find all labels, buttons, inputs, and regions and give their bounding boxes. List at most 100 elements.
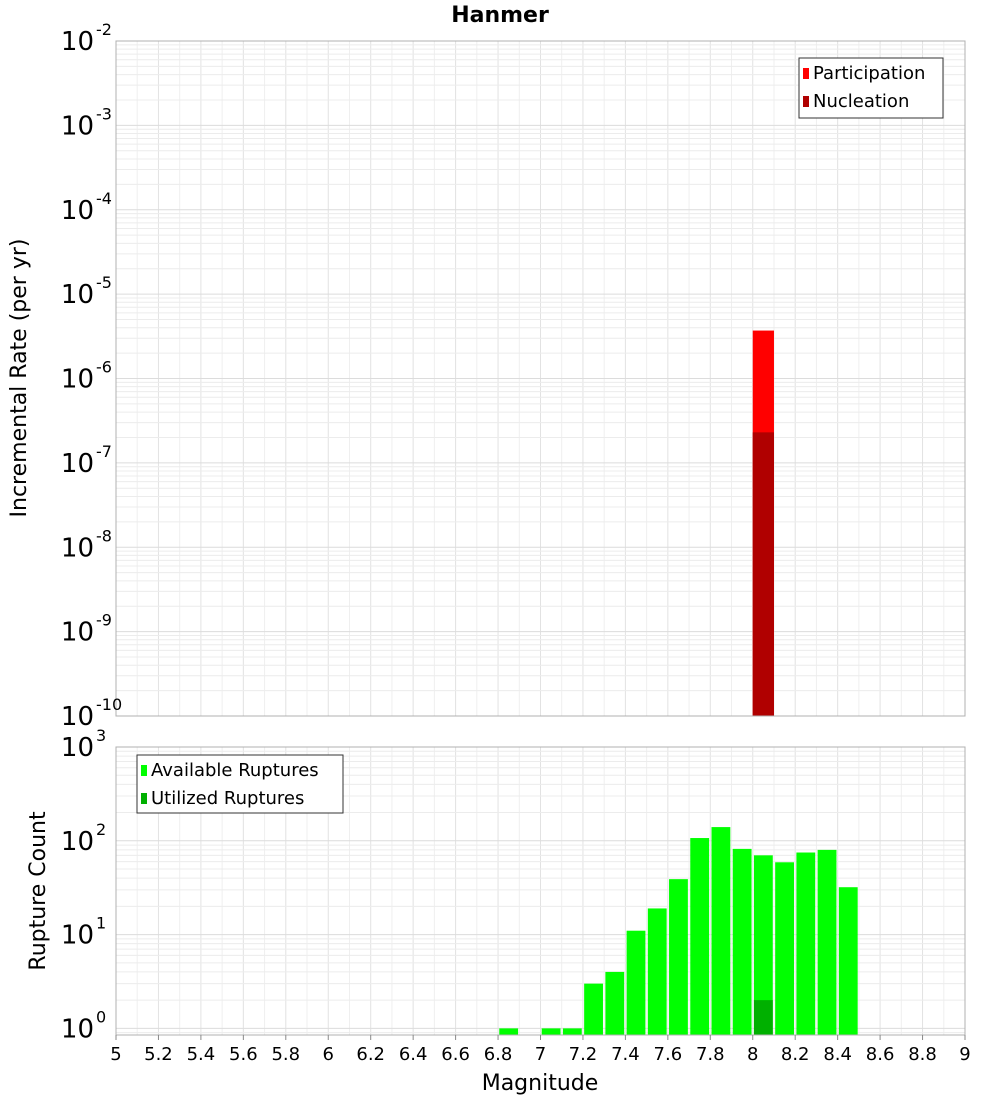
x-tick-label-8: 6.6 [441,1044,470,1065]
y-tick-exponent: -6 [96,358,112,377]
y-tick-base: 10 [61,827,94,857]
legend-swatch-1 [803,96,809,107]
y-tick-label-2: 10 2 [61,820,106,857]
y-tick-exponent: -3 [96,104,112,123]
count-panel-bars [499,827,858,1035]
x-tick-label-1: 5.2 [144,1044,173,1065]
y-tick-label-3: 10 3 [61,726,106,763]
y-tick-base: 10 [61,27,94,57]
legend-swatch-0 [141,765,147,776]
y-tick-exponent: 1 [96,914,106,933]
y-tick-label-4: 10 -6 [61,358,112,395]
x-tick-label-14: 7.8 [696,1044,725,1065]
legend-label-1: Utilized Ruptures [151,788,304,809]
y-tick-label-1: 10 -9 [61,611,112,648]
rate-legend: Participation Nucleation [798,57,944,119]
x-axis-ticks: 5 5.2 5.4 5.6 5.8 6 6.2 6.4 6.6 6.8 7 7.2 7.4 7.6 7.8 8… [110,1035,971,1065]
bar-available-ruptures-12 [775,862,794,1035]
legend-box [136,754,344,814]
y-tick-exponent: 3 [96,726,106,745]
x-tick-label-5: 6 [323,1044,334,1065]
bar-available-ruptures-1 [541,1028,561,1035]
bar-available-ruptures-6 [647,908,667,1035]
x-tick-label-6: 6.2 [356,1044,385,1065]
bar-available-ruptures-11 [753,855,773,1035]
x-tick-label-19: 8.8 [908,1044,937,1065]
x-tick-label-16: 8.2 [781,1044,810,1065]
y-tick-exponent: -9 [96,611,112,630]
bar-available-ruptures-13 [796,852,816,1035]
bar-available-ruptures-8 [690,838,710,1035]
y-tick-base: 10 [61,921,94,951]
bar-utilized-ruptures-0 [753,1000,773,1035]
count-y-axis-label: Rupture Count [26,811,51,971]
legend-label-0: Available Ruptures [151,760,319,781]
bar-available-ruptures-9 [711,827,731,1035]
x-tick-label-18: 8.6 [866,1044,895,1065]
y-tick-label-6: 10 -4 [61,189,112,226]
bar-nucleation-0 [752,432,774,716]
x-axis-label: Magnitude [482,1071,599,1096]
x-tick-label-9: 6.8 [484,1044,513,1065]
bar-available-ruptures-15 [838,887,858,1035]
y-tick-exponent: -2 [96,20,112,39]
bar-available-ruptures-2 [562,1028,582,1035]
y-tick-base: 10 [61,280,94,310]
x-tick-label-11: 7.2 [569,1044,598,1065]
legend-swatch-0 [803,68,809,79]
x-tick-label-15: 8 [747,1044,758,1065]
y-tick-base: 10 [61,702,94,732]
y-tick-label-2: 10 -8 [61,526,112,563]
y-tick-base: 10 [61,365,94,395]
chart-title: Hanmer [451,3,549,28]
y-tick-exponent: 2 [96,820,106,839]
y-tick-base: 10 [61,111,94,141]
y-tick-base: 10 [61,1014,94,1044]
x-tick-label-17: 8.4 [823,1044,852,1065]
bar-available-ruptures-7 [669,879,688,1035]
y-tick-exponent: -5 [96,273,112,292]
bar-available-ruptures-5 [626,930,646,1035]
bar-available-ruptures-14 [817,849,837,1035]
legend-label-1: Nucleation [813,91,909,112]
y-tick-label-5: 10 -5 [61,273,112,310]
y-tick-label-0: 10 0 [61,1007,106,1044]
y-tick-base: 10 [61,196,94,226]
x-tick-label-10: 7 [535,1044,546,1065]
y-tick-exponent: -10 [96,695,122,714]
y-tick-exponent: -8 [96,526,112,545]
rate-panel-bars [752,330,774,716]
x-tick-label-20: 9 [959,1044,970,1065]
y-tick-exponent: -7 [96,442,112,461]
y-tick-base: 10 [61,733,94,763]
y-tick-label-0: 10 -10 [61,695,122,732]
y-tick-base: 10 [61,618,94,648]
x-tick-label-12: 7.4 [611,1044,640,1065]
count-legend: Available Ruptures Utilized Ruptures [136,754,344,814]
rate-y-axis-label: Incremental Rate (per yr) [7,239,32,518]
bar-available-ruptures-3 [584,983,603,1035]
y-tick-exponent: -4 [96,189,112,208]
y-tick-base: 10 [61,533,94,563]
y-tick-label-8: 10 -2 [61,20,112,57]
bar-available-ruptures-0 [499,1028,519,1035]
bar-available-ruptures-10 [732,848,752,1035]
y-tick-label-3: 10 -7 [61,442,112,479]
y-tick-label-7: 10 -3 [61,104,112,141]
legend-box [798,57,944,119]
x-tick-label-4: 5.8 [271,1044,300,1065]
y-tick-exponent: 0 [96,1007,106,1026]
x-tick-label-3: 5.6 [229,1044,258,1065]
rate-panel-grid [115,40,966,717]
bar-available-ruptures-4 [605,971,625,1035]
legend-swatch-1 [141,793,147,804]
x-tick-label-7: 6.4 [399,1044,428,1065]
x-tick-label-0: 5 [110,1044,121,1065]
x-tick-label-2: 5.4 [187,1044,216,1065]
y-tick-label-1: 10 1 [61,914,106,951]
y-tick-base: 10 [61,449,94,479]
